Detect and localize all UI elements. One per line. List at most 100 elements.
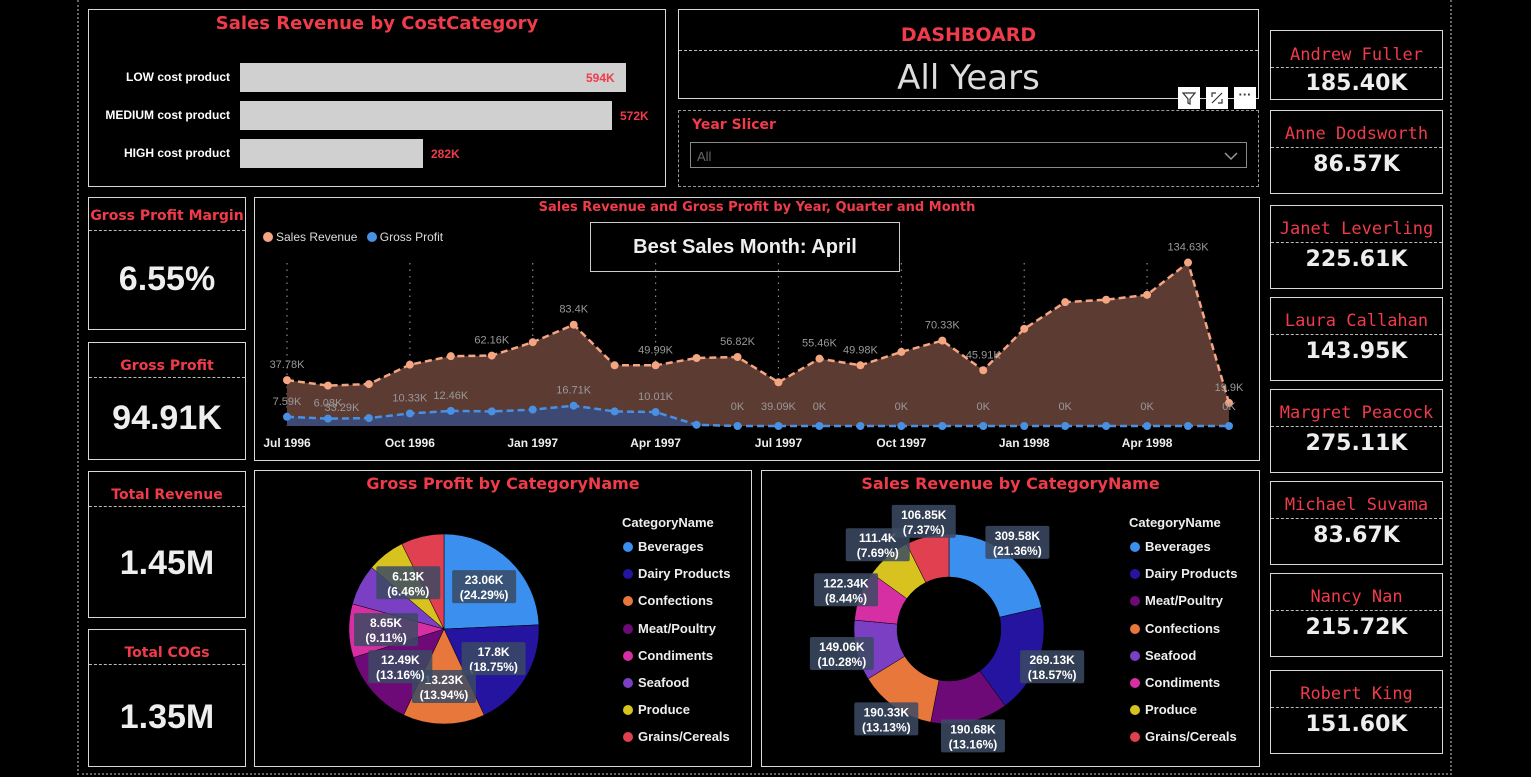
- data-point[interactable]: [1020, 422, 1029, 430]
- data-point[interactable]: [1184, 258, 1193, 267]
- data-point[interactable]: [1020, 324, 1029, 333]
- legend-item[interactable]: Produce: [623, 702, 690, 717]
- data-point[interactable]: [979, 422, 988, 430]
- data-point[interactable]: [651, 361, 660, 370]
- data-point[interactable]: [405, 360, 414, 369]
- data-point[interactable]: [1143, 290, 1152, 299]
- legend-label: Seafood: [638, 675, 690, 690]
- focus-mode-icon[interactable]: [1206, 87, 1228, 109]
- card-divider: [1271, 147, 1442, 148]
- legend-item[interactable]: Seafood: [623, 675, 689, 690]
- data-point[interactable]: [651, 408, 660, 417]
- more-options-icon[interactable]: ···: [1234, 87, 1256, 109]
- year-dropdown[interactable]: All: [690, 142, 1247, 168]
- legend-item[interactable]: Condiments: [1130, 675, 1220, 690]
- best-sales-month-annotation: Best Sales Month: April: [590, 222, 900, 272]
- employee-name: Robert King: [1300, 684, 1413, 704]
- data-point[interactable]: [856, 422, 865, 430]
- data-point[interactable]: [364, 380, 373, 389]
- legend-dot: [623, 623, 633, 634]
- data-point[interactable]: [897, 347, 906, 356]
- data-point[interactable]: [283, 412, 291, 421]
- legend-item[interactable]: Confections: [623, 593, 713, 608]
- data-point[interactable]: [528, 405, 537, 414]
- data-label: 49.98K: [843, 344, 879, 356]
- legend-dot: [1130, 705, 1140, 716]
- legend-dot: [1130, 569, 1140, 580]
- data-point[interactable]: [733, 353, 742, 362]
- data-label: 19.9K: [1215, 382, 1244, 394]
- legend-label: Beverages: [638, 539, 704, 554]
- data-point[interactable]: [323, 414, 332, 423]
- employee-revenue: 275.11K: [1305, 431, 1408, 456]
- cost-category-label: MEDIUM cost product: [105, 108, 230, 122]
- data-point[interactable]: [774, 422, 783, 430]
- total-revenue-card: Total Revenue 1.45M: [88, 471, 246, 618]
- data-point[interactable]: [692, 420, 701, 429]
- gross-profit-category-panel: Gross Profit by CategoryName 23.06K (24.2…: [254, 470, 752, 767]
- data-point[interactable]: [938, 336, 947, 345]
- data-point[interactable]: [405, 409, 414, 418]
- data-point[interactable]: [323, 381, 332, 390]
- cost-category-bar[interactable]: [240, 139, 423, 168]
- legend-item[interactable]: Beverages: [1130, 539, 1211, 554]
- x-tick-label: Jan 1998: [999, 436, 1050, 450]
- sales-revenue-category-panel: Sales Revenue by CategoryName 309.58K (21…: [761, 470, 1260, 767]
- data-point[interactable]: [1225, 398, 1233, 407]
- data-point[interactable]: [733, 422, 742, 430]
- data-point[interactable]: [610, 361, 619, 370]
- svg-text:23.06K: 23.06K: [465, 573, 504, 587]
- data-point[interactable]: [446, 406, 455, 415]
- data-point[interactable]: [446, 352, 455, 361]
- data-point[interactable]: [1184, 422, 1193, 430]
- data-label: 10.33K: [392, 392, 428, 404]
- data-point[interactable]: [364, 414, 373, 423]
- legend-item[interactable]: Beverages: [623, 539, 704, 554]
- slice-label: 122.34K(8.44%): [814, 573, 879, 607]
- legend-item[interactable]: Seafood: [1130, 648, 1196, 663]
- data-point[interactable]: [1102, 295, 1111, 304]
- legend-item[interactable]: Dairy Products: [1130, 566, 1237, 581]
- data-point[interactable]: [487, 351, 496, 360]
- svg-text:(18.75%): (18.75%): [469, 660, 518, 674]
- legend-dot: [1130, 650, 1140, 661]
- data-point[interactable]: [1225, 422, 1233, 430]
- data-point[interactable]: [1143, 422, 1152, 430]
- data-point[interactable]: [569, 401, 578, 410]
- data-point[interactable]: [938, 422, 947, 430]
- total-cogs-title: Total COGs: [124, 645, 210, 661]
- card-divider: [1271, 610, 1442, 611]
- x-tick-label: Oct 1997: [876, 436, 926, 450]
- legend-item[interactable]: Meat/Poultry: [1130, 593, 1223, 608]
- legend-item[interactable]: Produce: [1130, 702, 1197, 717]
- header-divider: [679, 50, 1258, 51]
- legend-item[interactable]: Condiments: [623, 648, 713, 663]
- data-point[interactable]: [692, 354, 701, 362]
- data-point[interactable]: [815, 422, 824, 430]
- data-point[interactable]: [1061, 422, 1070, 430]
- svg-text:(21.36%): (21.36%): [993, 544, 1042, 558]
- cost-category-bar[interactable]: [240, 101, 612, 130]
- cost-category-bar[interactable]: [240, 63, 626, 92]
- legend-item[interactable]: Dairy Products: [623, 566, 730, 581]
- card-divider: [1271, 518, 1442, 519]
- legend-item[interactable]: Confections: [1130, 621, 1220, 636]
- legend-item[interactable]: Grains/Cereals: [1130, 729, 1237, 744]
- data-point[interactable]: [979, 366, 988, 375]
- filter-icon[interactable]: [1178, 87, 1200, 109]
- data-point[interactable]: [815, 354, 824, 363]
- data-point[interactable]: [569, 320, 578, 329]
- data-point[interactable]: [1061, 298, 1070, 307]
- data-point[interactable]: [528, 338, 537, 347]
- legend-item[interactable]: Meat/Poultry: [623, 621, 716, 636]
- legend-item[interactable]: Grains/Cereals: [623, 729, 730, 744]
- data-point[interactable]: [487, 407, 496, 416]
- svg-text:(7.69%): (7.69%): [857, 546, 899, 560]
- data-point[interactable]: [610, 407, 619, 416]
- data-point[interactable]: [1102, 422, 1111, 430]
- data-point[interactable]: [283, 376, 291, 385]
- data-point[interactable]: [897, 422, 906, 430]
- slice-grains-cereals[interactable]: [906, 533, 950, 583]
- data-point[interactable]: [774, 378, 783, 387]
- data-point[interactable]: [856, 361, 865, 370]
